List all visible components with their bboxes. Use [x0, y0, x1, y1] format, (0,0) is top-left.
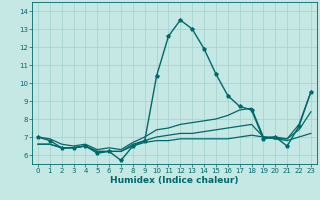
X-axis label: Humidex (Indice chaleur): Humidex (Indice chaleur) [110, 176, 239, 185]
